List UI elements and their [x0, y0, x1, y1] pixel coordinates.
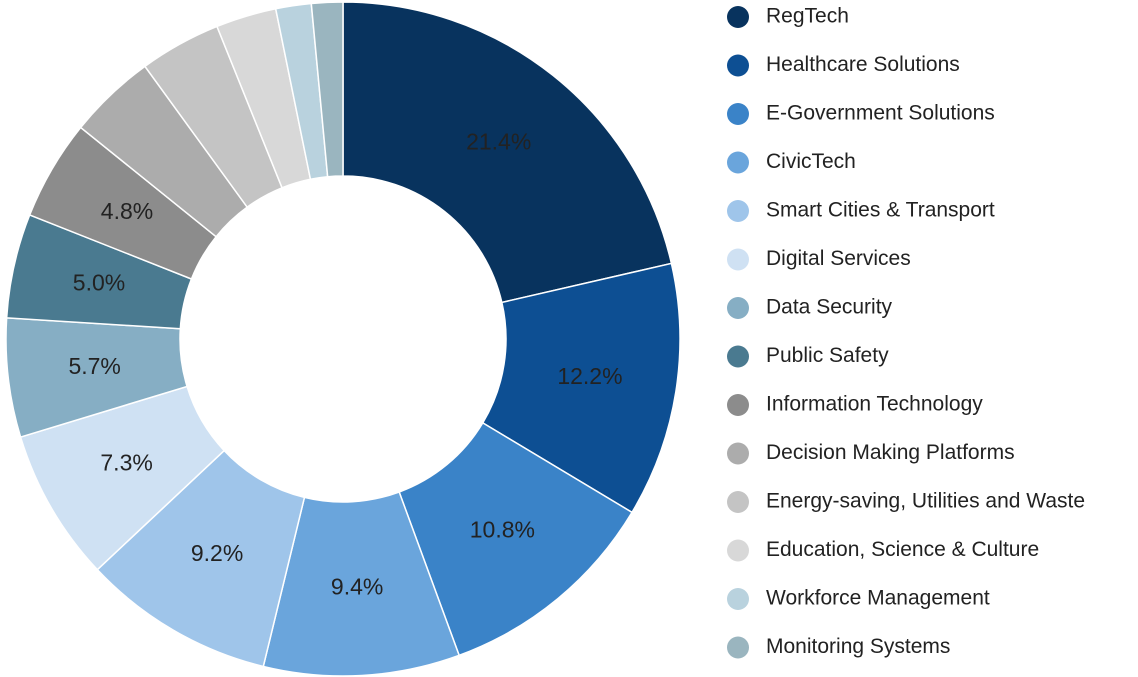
value-label: 9.2%: [191, 540, 243, 566]
value-label: 9.4%: [331, 574, 383, 600]
value-label: 5.0%: [73, 270, 125, 296]
legend-marker: [727, 54, 749, 77]
legend-marker: [727, 636, 749, 659]
legend-label: E-Government Solutions: [766, 102, 995, 125]
value-label: 10.8%: [470, 517, 535, 543]
legend-label: Monitoring Systems: [766, 635, 950, 658]
legend-label: Workforce Management: [766, 587, 990, 610]
value-label: 21.4%: [466, 128, 531, 154]
legend-label: Information Technology: [766, 393, 983, 416]
legend-label: Decision Making Platforms: [766, 441, 1015, 464]
legend-label: Data Security: [766, 296, 893, 319]
value-label: 5.7%: [68, 353, 120, 379]
legend-marker: [727, 6, 749, 28]
slice: [310, 1, 344, 178]
slice: [481, 262, 681, 514]
legend-marker: [727, 248, 749, 271]
legend-label: Public Safety: [766, 344, 889, 367]
legend-marker: [727, 588, 749, 610]
legend-label: Smart Cities & Transport: [766, 199, 995, 222]
legend-label: Energy-saving, Utilities and Waste: [766, 490, 1085, 513]
legend-marker: [727, 394, 749, 416]
legend-label: RegTech: [766, 5, 849, 28]
legend-marker: [727, 442, 749, 465]
legend-label: Digital Services: [766, 247, 911, 270]
slice: [342, 1, 673, 304]
value-label: 7.3%: [100, 449, 152, 475]
value-label: 12.2%: [557, 363, 622, 389]
legend-label: CivicTech: [766, 150, 856, 173]
legend-marker: [727, 200, 749, 222]
legend-marker: [727, 539, 749, 562]
legend-marker: [727, 151, 749, 174]
value-label: 4.8%: [101, 198, 153, 224]
legend-label: Healthcare Solutions: [766, 53, 960, 76]
legend-marker: [727, 297, 749, 319]
legend-label: Education, Science & Culture: [766, 538, 1039, 561]
legend-marker: [727, 491, 749, 513]
legend-marker: [727, 103, 749, 125]
legend-marker: [727, 345, 749, 368]
